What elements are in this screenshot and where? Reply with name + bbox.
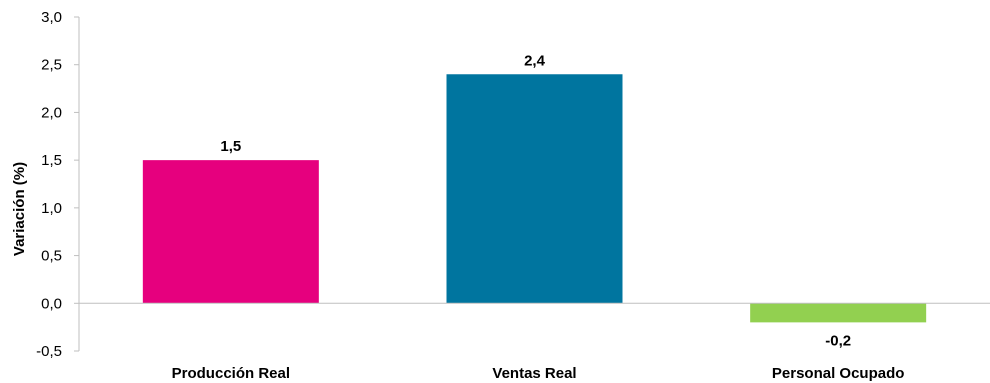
y-tick-label: 1,0 [41, 200, 62, 217]
y-tick-label: 3,0 [41, 9, 62, 26]
category-label: Producción Real [172, 365, 290, 382]
y-axis-title-group: Variación (%) [11, 162, 28, 256]
y-axis-title: Variación (%) [11, 162, 28, 256]
y-tick-label: 2,0 [41, 104, 62, 121]
data-labels: 1,5 2,4 -0,2 [220, 52, 851, 349]
y-tick-label: 0,5 [41, 248, 62, 265]
y-tick-label: -0,5 [36, 343, 62, 360]
category-labels: Producción Real Ventas Real Personal Ocupa… [172, 365, 905, 382]
y-tick-label: 0,0 [41, 295, 62, 312]
y-tick-label: 2,5 [41, 57, 62, 74]
bars [142, 74, 927, 323]
data-label: 2,4 [524, 52, 546, 69]
bar [142, 160, 319, 304]
y-tick-labels: -0,5 0,0 0,5 1,0 1,5 2,0 2,5 3,0 [36, 9, 62, 360]
category-label: Personal Ocupado [772, 365, 905, 382]
bar [750, 303, 927, 323]
data-label: 1,5 [220, 138, 241, 155]
data-label: -0,2 [825, 332, 851, 349]
y-tick-label: 1,5 [41, 152, 62, 169]
axes [74, 16, 990, 352]
bar [446, 74, 623, 304]
category-label: Ventas Real [492, 365, 576, 382]
